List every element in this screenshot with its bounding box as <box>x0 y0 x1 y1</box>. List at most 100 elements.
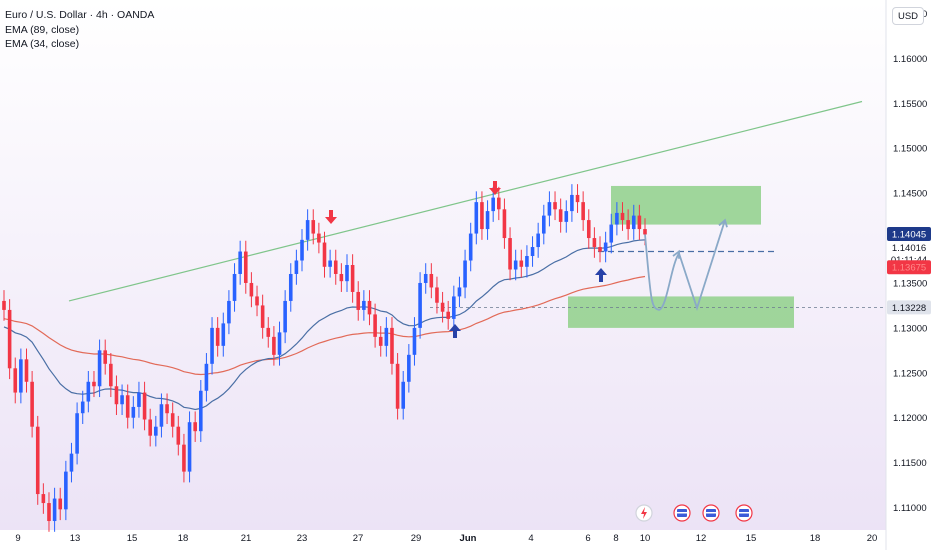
candle-body[interactable] <box>553 202 557 210</box>
candle-body[interactable] <box>598 247 602 252</box>
candle-body[interactable] <box>513 260 518 270</box>
candle-body[interactable] <box>305 220 310 240</box>
candle-body[interactable] <box>491 197 495 212</box>
candle-body[interactable] <box>277 332 282 355</box>
candle-body[interactable] <box>7 309 12 369</box>
candle-body[interactable] <box>198 390 203 432</box>
candle-body[interactable] <box>193 422 197 432</box>
candle-body[interactable] <box>204 363 209 391</box>
candle-body[interactable] <box>508 238 512 270</box>
candle-body[interactable] <box>47 503 51 522</box>
candle-body[interactable] <box>643 229 647 235</box>
symbol-title[interactable]: Euro / U.S. Dollar · 4h · OANDA <box>5 9 155 21</box>
candle-body[interactable] <box>109 363 113 387</box>
candle-body[interactable] <box>221 323 226 346</box>
candle-body[interactable] <box>92 381 96 387</box>
candle-body[interactable] <box>58 498 63 510</box>
candle-body[interactable] <box>418 282 422 328</box>
candle-body[interactable] <box>317 233 321 243</box>
candle-body[interactable] <box>75 413 79 454</box>
candle-body[interactable] <box>260 305 265 328</box>
candle-body[interactable] <box>148 419 152 436</box>
candle-body[interactable] <box>440 302 445 312</box>
candle-body[interactable] <box>243 251 248 283</box>
candle-body[interactable] <box>69 453 74 472</box>
trendline[interactable] <box>68 100 863 302</box>
candle-body[interactable] <box>356 291 361 310</box>
candle-body[interactable] <box>536 233 540 248</box>
candle-body[interactable] <box>367 300 372 315</box>
candle-body[interactable] <box>631 215 636 230</box>
candle-body[interactable] <box>435 287 439 303</box>
candle-body[interactable] <box>480 202 484 230</box>
candle-body[interactable] <box>615 212 619 225</box>
candle-body[interactable] <box>423 273 428 283</box>
candle-body[interactable] <box>30 381 34 427</box>
candle-body[interactable] <box>159 404 164 427</box>
candle-body[interactable] <box>452 296 456 319</box>
candle-body[interactable] <box>255 296 259 306</box>
candle-body[interactable] <box>210 327 214 364</box>
candle-body[interactable] <box>463 260 467 288</box>
candle-body[interactable] <box>637 215 642 230</box>
candle-body[interactable] <box>541 215 546 234</box>
candle-body[interactable] <box>581 202 585 221</box>
candle-body[interactable] <box>592 238 597 248</box>
candle-body[interactable] <box>474 202 479 234</box>
candle-body[interactable] <box>547 202 552 216</box>
candle-body[interactable] <box>103 350 108 364</box>
candle-body[interactable] <box>86 381 91 402</box>
candle-body[interactable] <box>345 265 349 282</box>
candle-body[interactable] <box>457 287 462 297</box>
candle-body[interactable] <box>570 194 574 212</box>
resistance-zone[interactable] <box>611 185 761 225</box>
candle-body[interactable] <box>620 212 625 221</box>
ema34-label[interactable]: EMA (34, close) <box>5 38 80 50</box>
candle-body[interactable] <box>215 327 220 346</box>
ema89-label[interactable]: EMA (89, close) <box>5 23 80 36</box>
candle-body[interactable] <box>575 194 580 203</box>
candle-body[interactable] <box>137 392 141 407</box>
candle-body[interactable] <box>176 426 181 445</box>
candle-body[interactable] <box>300 239 304 261</box>
time-axis[interactable]: 9 13 15 18 21 23 27 29 Jun 4 6 8 10 12 15 18 20 <box>15 533 877 544</box>
candle-body[interactable] <box>266 327 271 337</box>
candle-body[interactable] <box>311 220 316 234</box>
candle-body[interactable] <box>485 211 490 230</box>
candle-body[interactable] <box>384 327 389 346</box>
candle-body[interactable] <box>401 381 406 409</box>
candle-body[interactable] <box>429 273 434 288</box>
candle-body[interactable] <box>350 265 355 292</box>
candle-body[interactable] <box>52 498 57 522</box>
candle-body[interactable] <box>125 395 130 418</box>
candle-body[interactable] <box>446 311 451 319</box>
candle-body[interactable] <box>249 282 254 297</box>
candle-body[interactable] <box>227 300 231 324</box>
candle-body[interactable] <box>373 314 377 337</box>
candle-body[interactable] <box>558 209 563 222</box>
candle-body[interactable] <box>35 426 40 495</box>
candle-body[interactable] <box>322 242 327 267</box>
candle-body[interactable] <box>97 350 102 387</box>
candle-body[interactable] <box>272 336 276 355</box>
candle-body[interactable] <box>378 336 383 346</box>
candle-body[interactable] <box>283 300 287 333</box>
candle-body[interactable] <box>187 422 192 472</box>
candle-body[interactable] <box>333 260 338 274</box>
candle-body[interactable] <box>390 327 394 364</box>
candle-body[interactable] <box>131 406 136 418</box>
candle-body[interactable] <box>232 273 237 301</box>
candle-body[interactable] <box>170 413 175 427</box>
up-arrow-marker[interactable] <box>449 324 461 338</box>
event-icons[interactable] <box>635 504 753 522</box>
candle-body[interactable] <box>525 256 529 267</box>
candle-body[interactable] <box>154 426 158 436</box>
candle-body[interactable] <box>407 354 411 382</box>
candle-body[interactable] <box>24 359 29 382</box>
projection-path[interactable] <box>644 219 726 312</box>
candle-body[interactable] <box>412 327 417 355</box>
candle-body[interactable] <box>288 273 293 301</box>
candle-body[interactable] <box>182 444 186 472</box>
